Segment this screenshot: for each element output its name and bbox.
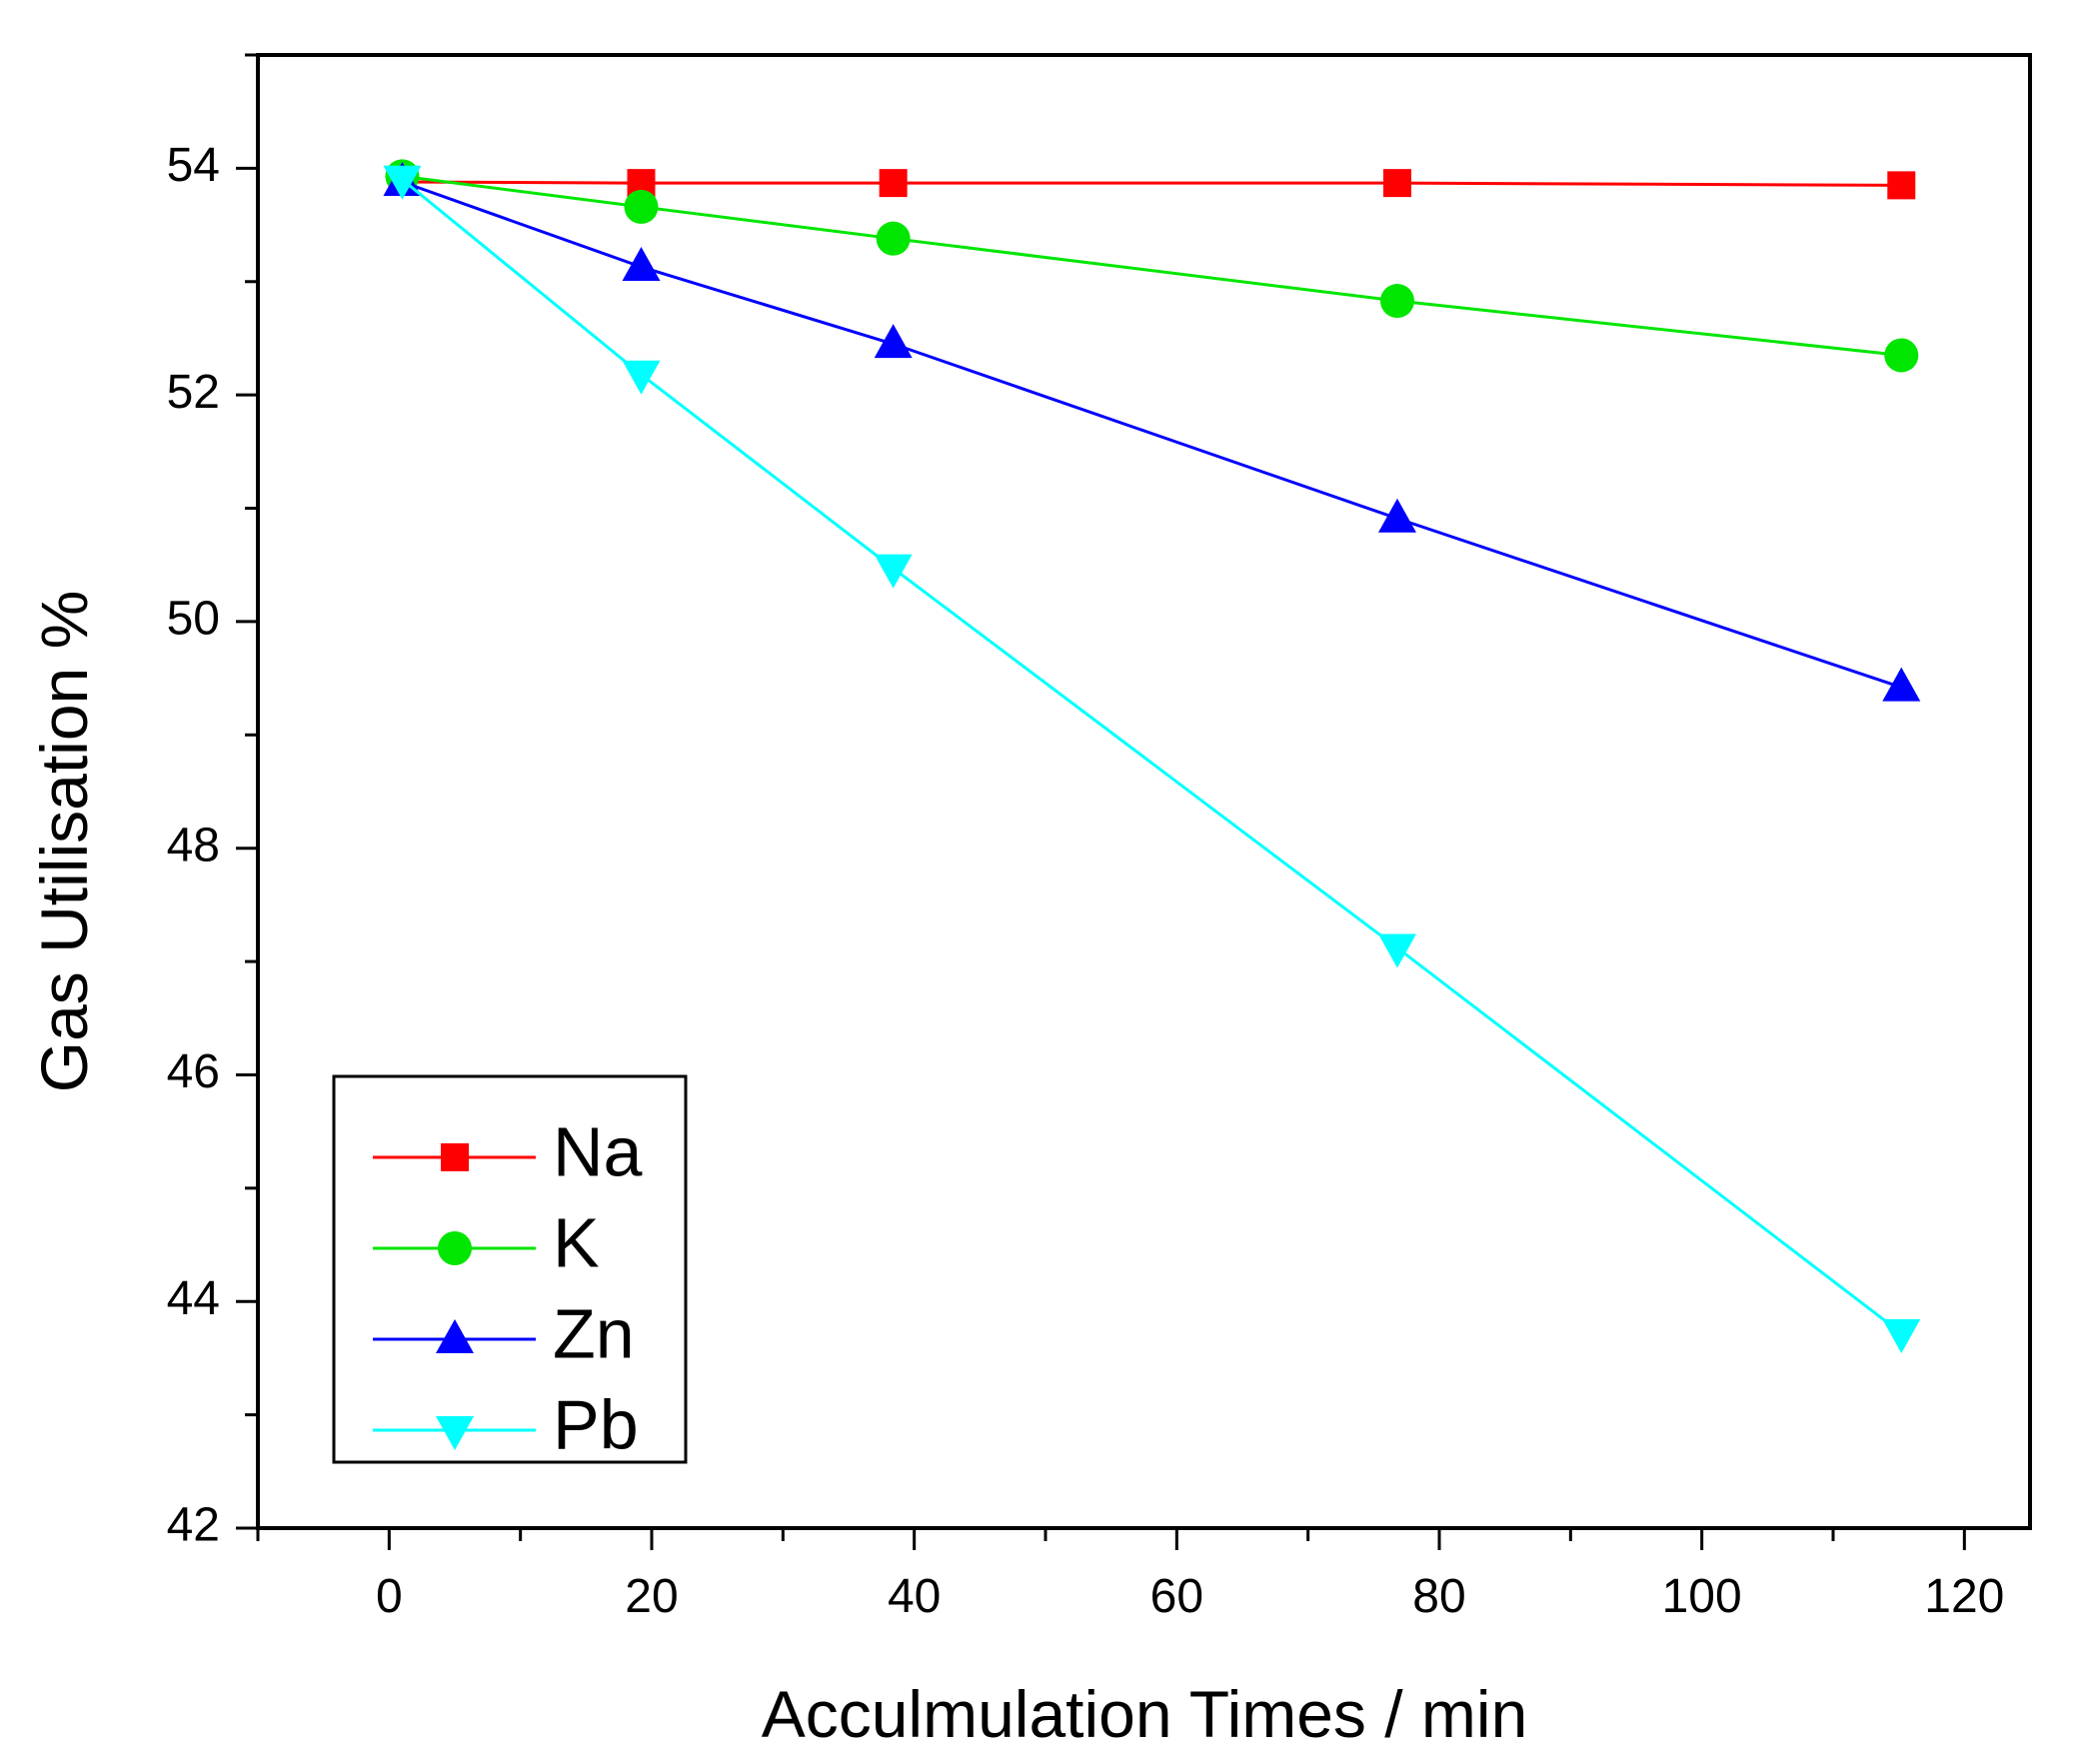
axis-ticks: 0 20 40 60 80 100 120 42 44 46 48 50 52 54 [167, 53, 2004, 1623]
y-tick-label: 46 [167, 1045, 220, 1098]
legend-label-na: Na [553, 1112, 643, 1190]
series-zn [383, 161, 1921, 702]
legend-box [332, 1074, 688, 1464]
data-point-k [1379, 284, 1414, 319]
plot-frame [256, 53, 2032, 1530]
legend-items [373, 1143, 536, 1450]
x-tick-label: 0 [376, 1570, 403, 1623]
data-point-na [879, 169, 908, 198]
series-k [385, 159, 1919, 373]
y-tick-label: 54 [167, 139, 220, 192]
data-point-zn [622, 247, 661, 282]
data-point-pb [383, 165, 422, 200]
legend-label-k: K [553, 1203, 600, 1281]
data-point-pb [1377, 933, 1416, 968]
series-layer [383, 159, 1921, 1353]
y-tick-label: 44 [167, 1272, 220, 1325]
data-point-zn [1377, 498, 1416, 533]
data-point-na [1887, 171, 1916, 200]
series-na [388, 167, 1916, 200]
y-axis-title: Gas Utilisation % [27, 591, 101, 1093]
data-point-pb [874, 554, 913, 589]
data-point-na [1382, 169, 1411, 198]
series-line-na [402, 180, 1902, 187]
y-tick-label: 48 [167, 819, 220, 872]
legend-label-pb: Pb [553, 1385, 639, 1463]
legend-marker-pb [436, 1416, 474, 1450]
series-line-zn [401, 180, 1902, 690]
y-tick-label: 52 [167, 366, 220, 419]
x-tick-label: 60 [1150, 1570, 1203, 1623]
y-tick-label: 42 [167, 1499, 220, 1552]
data-point-zn [874, 324, 913, 359]
data-point-pb [1882, 1318, 1921, 1353]
data-point-pb [622, 360, 661, 395]
x-tick-label: 120 [1924, 1570, 2004, 1623]
data-point-k [876, 221, 911, 256]
x-tick-label: 80 [1412, 1570, 1465, 1623]
legend-label-zn: Zn [553, 1294, 635, 1372]
x-tick-label: 100 [1662, 1570, 1742, 1623]
legend: Na K Zn Pb [332, 1074, 688, 1464]
data-point-k [1884, 338, 1919, 373]
x-tick-label: 40 [888, 1570, 941, 1623]
x-tick-label: 20 [625, 1570, 678, 1623]
series-pb [383, 165, 1921, 1353]
data-point-zn [1882, 667, 1921, 702]
data-point-k [624, 189, 659, 224]
legend-marker-k [438, 1231, 472, 1265]
y-tick-label: 50 [167, 593, 220, 646]
legend-marker-na [441, 1143, 469, 1171]
legend-marker-zn [436, 1319, 474, 1353]
x-axis-title: Acculmulation Times / min [762, 1677, 1528, 1751]
